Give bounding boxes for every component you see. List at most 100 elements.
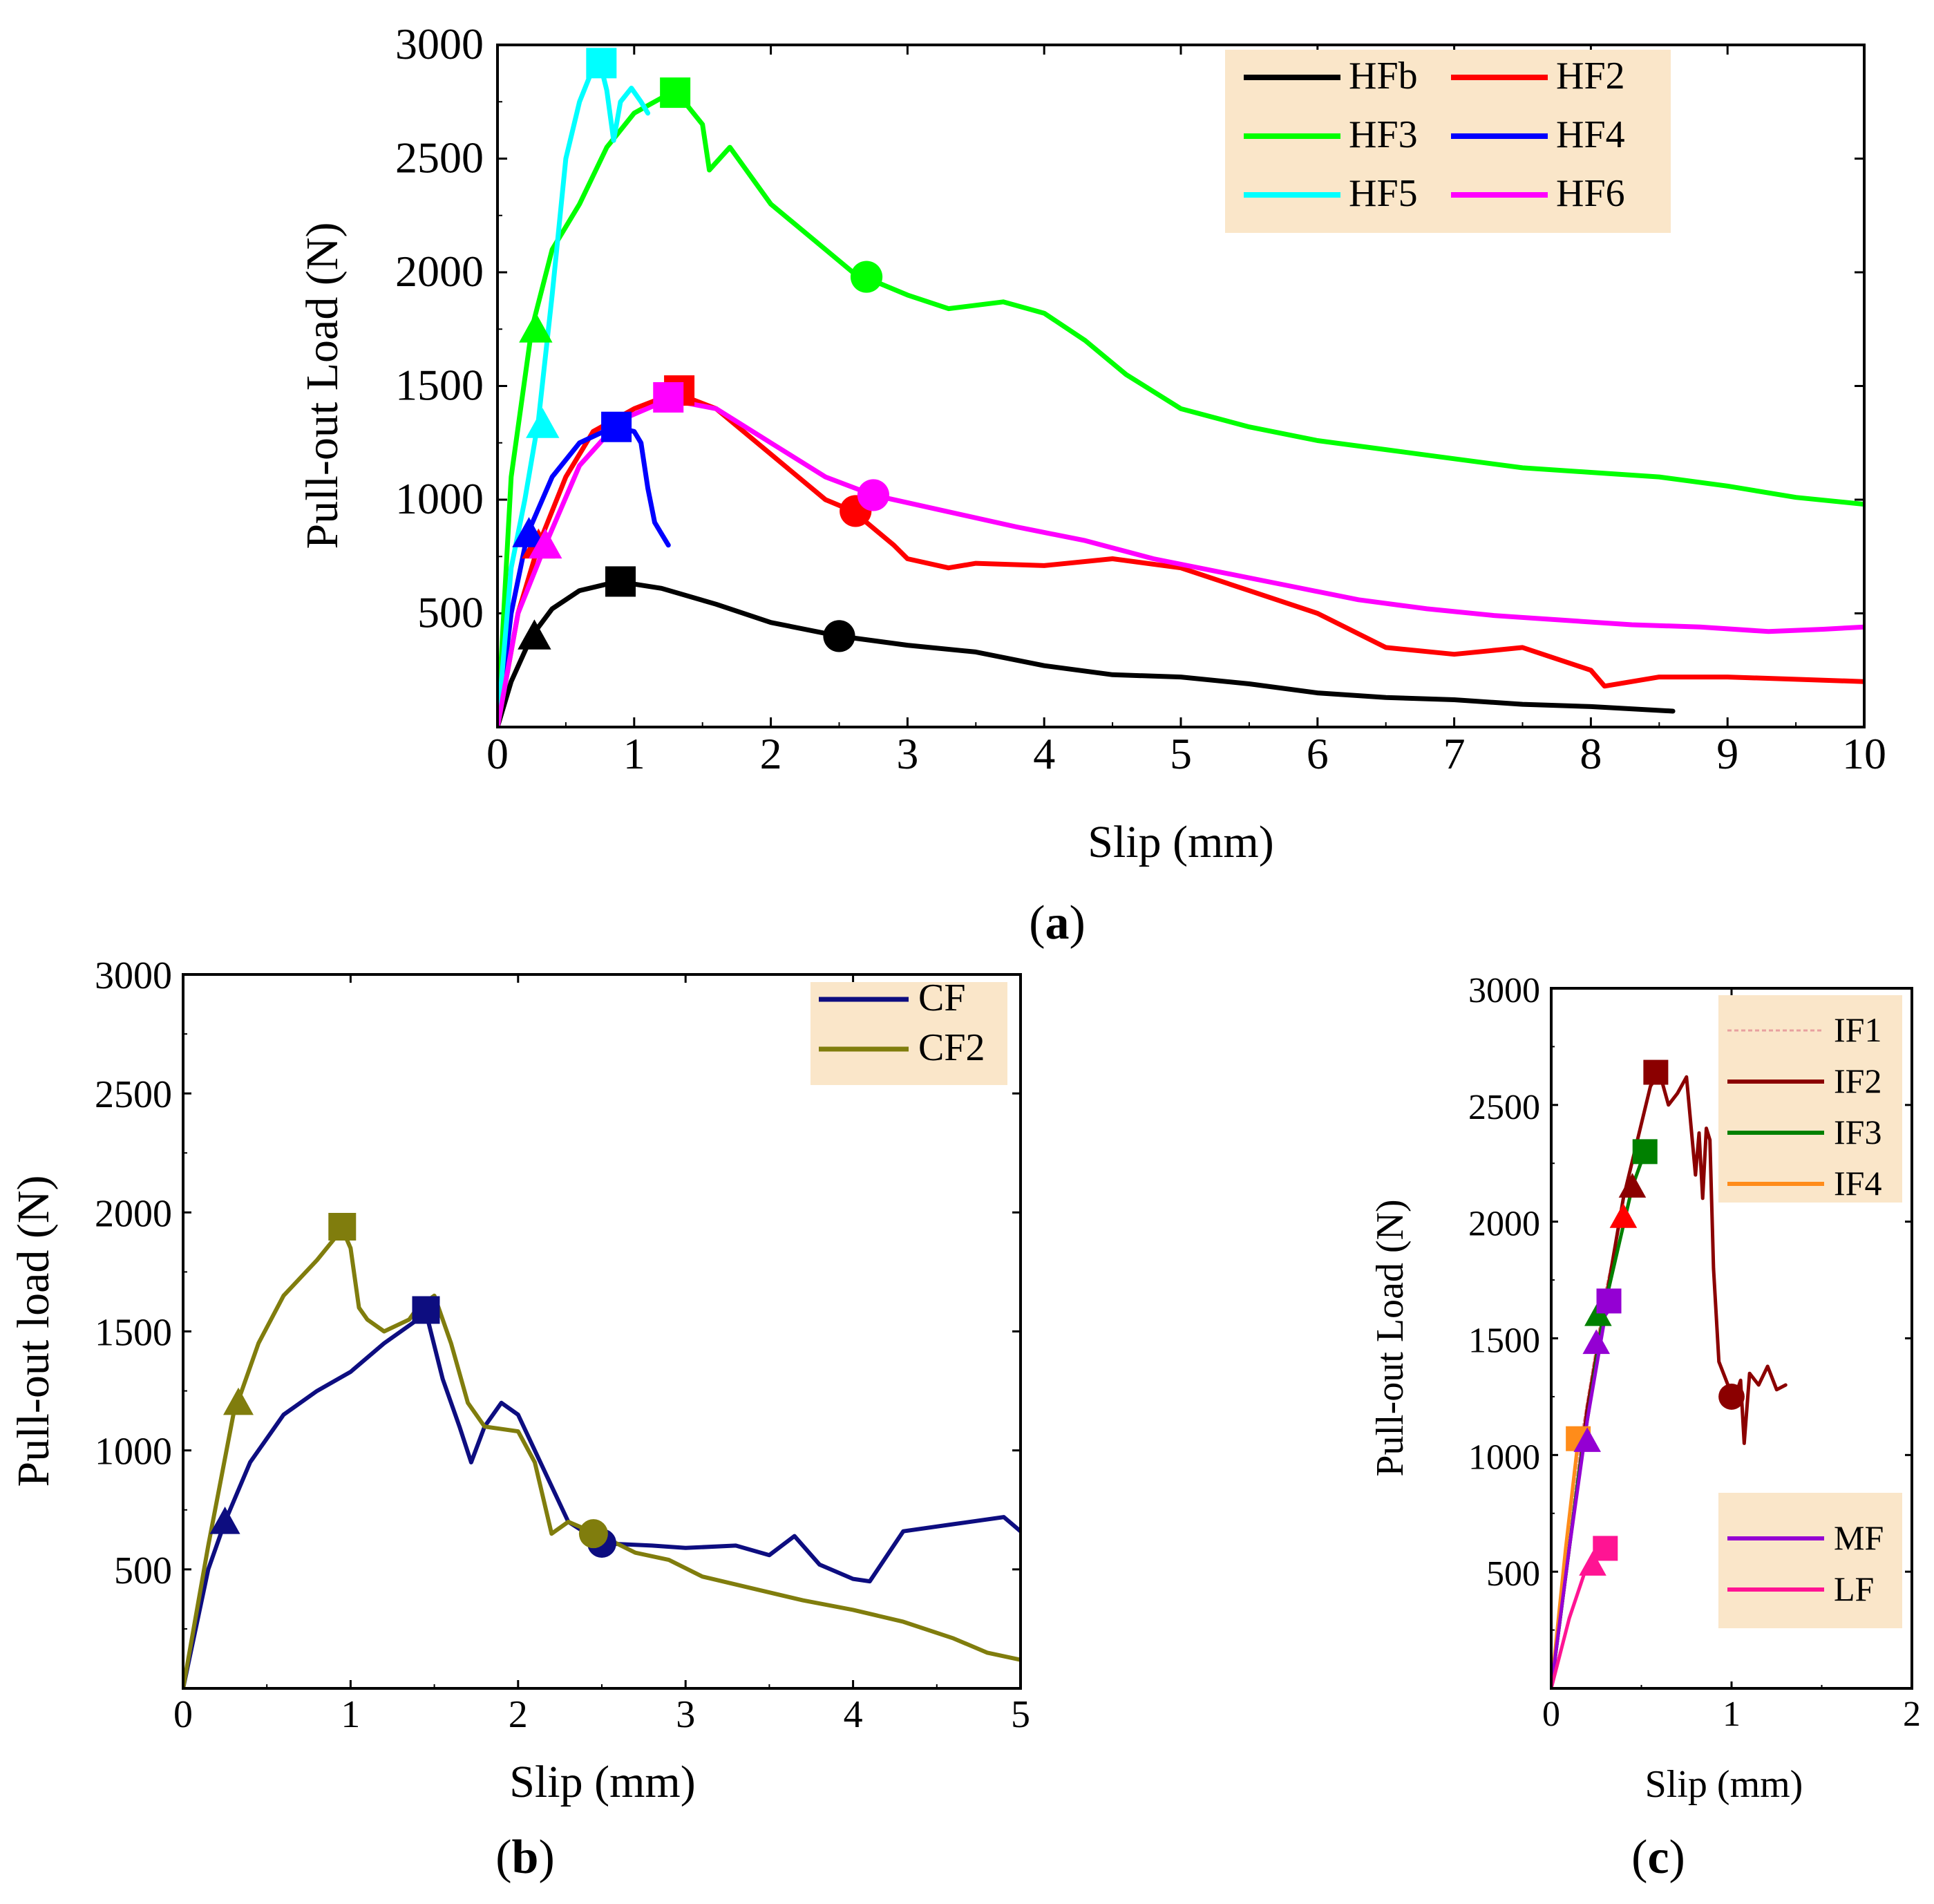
plot-frame-b: [182, 973, 1022, 1690]
caption-letter-c: c: [1647, 1831, 1669, 1884]
marker-triangle-cf: [209, 1506, 240, 1534]
x-tick-label: 0: [486, 729, 509, 778]
x-tick-label: 2: [1903, 1695, 1921, 1734]
caption-a: (a): [1029, 896, 1085, 950]
marker-triangle-hf3: [519, 312, 553, 343]
legend-label-hf4: HF4: [1556, 113, 1625, 156]
y-tick-labels-c: 500 1000 1500 2000 2500 3000: [1468, 971, 1540, 1594]
legend-items-b: CF CF2: [819, 977, 985, 1069]
x-axis-title-a: Slip (mm): [1088, 817, 1274, 867]
marker-square-hf3: [660, 77, 691, 109]
x-tick-label: 8: [1580, 729, 1602, 778]
x-tick-label: 6: [1307, 729, 1329, 778]
marker-square-hf5: [586, 48, 617, 79]
y-axis-title-a: Pull-out Load (N): [297, 223, 348, 549]
series-line-mf: [1551, 1301, 1616, 1688]
chart-panel-b: 0 1 2 3 4 5 500 1000 1500 2000 2500 3000 Slip (mm)…: [8, 954, 1030, 1884]
marker-triangle-mf: [1582, 1329, 1611, 1355]
caption-letter-b: b: [512, 1831, 539, 1884]
series-line-hf4: [497, 424, 671, 727]
legend-background-a: [1225, 50, 1671, 233]
x-tick-label: 0: [1542, 1695, 1560, 1734]
x-tick-labels-a: 0 1 2 3 4 5 6 7 8 9 10: [486, 729, 1886, 778]
x-tick-label: 2: [760, 729, 782, 778]
x-tick-label: 4: [844, 1693, 863, 1736]
y-tick-label: 1500: [95, 1312, 172, 1355]
marker-triangle-cf2: [222, 1387, 254, 1415]
y-tick-label: 2500: [1468, 1088, 1540, 1127]
marker-square-lf: [1593, 1536, 1618, 1561]
marker-circle-cf2: [578, 1519, 608, 1549]
legend-items-c: IF1 IF2 IF3 IF4 MF LF: [1727, 1010, 1884, 1608]
legend-label-mf: MF: [1834, 1518, 1884, 1557]
legend-label-if2: IF2: [1834, 1062, 1881, 1100]
legend-label-hf5: HF5: [1349, 172, 1418, 215]
x-tick-label: 5: [1011, 1693, 1030, 1736]
legend-c: IF1 IF2 IF3 IF4 MF LF: [1718, 995, 1902, 1628]
chart-panel-a: 0 1 2 3 4 5 6 7 8 9 10 500 1000 1500 2000 2500 3000 Sli…: [297, 19, 1886, 950]
series-line-cf: [183, 1310, 1021, 1688]
x-tick-label: 0: [173, 1693, 193, 1736]
series-line-if3: [1551, 1149, 1647, 1688]
marker-square-hf4: [601, 411, 632, 442]
marker-circle-hfb: [823, 620, 855, 652]
marker-square-hf6: [653, 381, 684, 413]
marker-circle-hf3: [850, 261, 883, 293]
legend-label-hf6: HF6: [1556, 172, 1625, 215]
legend-background-c2: [1718, 1493, 1902, 1628]
marker-triangle-lf: [1579, 1551, 1606, 1576]
caption-c: (c): [1631, 1831, 1685, 1884]
marker-square-mf: [1596, 1288, 1622, 1314]
x-tick-label: 7: [1443, 729, 1466, 778]
caption-letter-a: a: [1045, 896, 1070, 950]
legend-label-cf: CF: [918, 977, 966, 1019]
y-tick-label: 1000: [95, 1431, 172, 1473]
y-tick-label: 3000: [1468, 971, 1540, 1010]
y-tick-label: 1500: [395, 361, 484, 410]
y-tick-label: 2000: [95, 1192, 172, 1235]
marker-triangle-hfb: [518, 619, 551, 650]
x-tick-label: 10: [1842, 729, 1886, 778]
marker-triangle-mf: [1573, 1427, 1601, 1452]
legend-label-if4: IF4: [1834, 1164, 1881, 1203]
marker-triangle-if3: [1584, 1301, 1612, 1326]
series-line-hf3: [497, 88, 1864, 727]
marker-square-if2: [1643, 1059, 1669, 1085]
plot-frame-c: [1550, 987, 1913, 1690]
x-tick-label: 1: [341, 1693, 360, 1736]
x-tick-label: 1: [623, 729, 645, 778]
x-axis-title-b: Slip (mm): [509, 1757, 696, 1807]
marker-square-if3: [1632, 1139, 1658, 1165]
y-tick-labels-a: 500 1000 1500 2000 2500 3000: [395, 19, 484, 637]
x-tick-label: 5: [1170, 729, 1192, 778]
marker-circle-hf6: [857, 479, 890, 511]
marker-triangle-hf5: [526, 408, 560, 438]
x-tick-label: 4: [1033, 729, 1055, 778]
x-tick-labels-c: 0 1 2: [1542, 1695, 1921, 1734]
y-tick-label: 500: [1486, 1554, 1540, 1594]
legend-a: HFb HF2 HF3 HF4 HF5 HF6: [1225, 50, 1671, 233]
chart-panel-c: 0 1 2 500 1000 1500 2000 2500 3000 Slip (mm) Pu…: [1369, 971, 1921, 1884]
x-tick-label: 2: [509, 1693, 528, 1736]
y-axis-title-c: Pull-out Load (N): [1369, 1199, 1412, 1476]
y-tick-label: 500: [417, 588, 484, 637]
x-tick-label: 1: [1723, 1695, 1741, 1734]
legend-label-lf: LF: [1834, 1570, 1874, 1608]
series-line-cf2: [183, 1227, 1021, 1688]
legend-label-hf3: HF3: [1349, 113, 1418, 156]
y-tick-label: 3000: [95, 954, 172, 997]
marker-triangle-lf: [1609, 1203, 1638, 1228]
legend-items-a: HFb HF2 HF3 HF4 HF5 HF6: [1244, 55, 1625, 215]
series-line-hfb: [497, 578, 1676, 727]
x-tick-labels-b: 0 1 2 3 4 5: [173, 1693, 1030, 1736]
marker-square-cf: [412, 1296, 440, 1324]
marker-circle-if2: [1718, 1384, 1745, 1410]
plot-frame-a: [496, 44, 1866, 728]
x-tick-label: 3: [676, 1693, 695, 1736]
y-axis-title-b: Pull-out load (N): [8, 1176, 59, 1487]
legend-label-cf2: CF2: [918, 1026, 985, 1069]
legend-label-hf2: HF2: [1556, 55, 1625, 97]
y-tick-label: 1000: [395, 474, 484, 523]
y-tick-label: 500: [114, 1549, 172, 1592]
